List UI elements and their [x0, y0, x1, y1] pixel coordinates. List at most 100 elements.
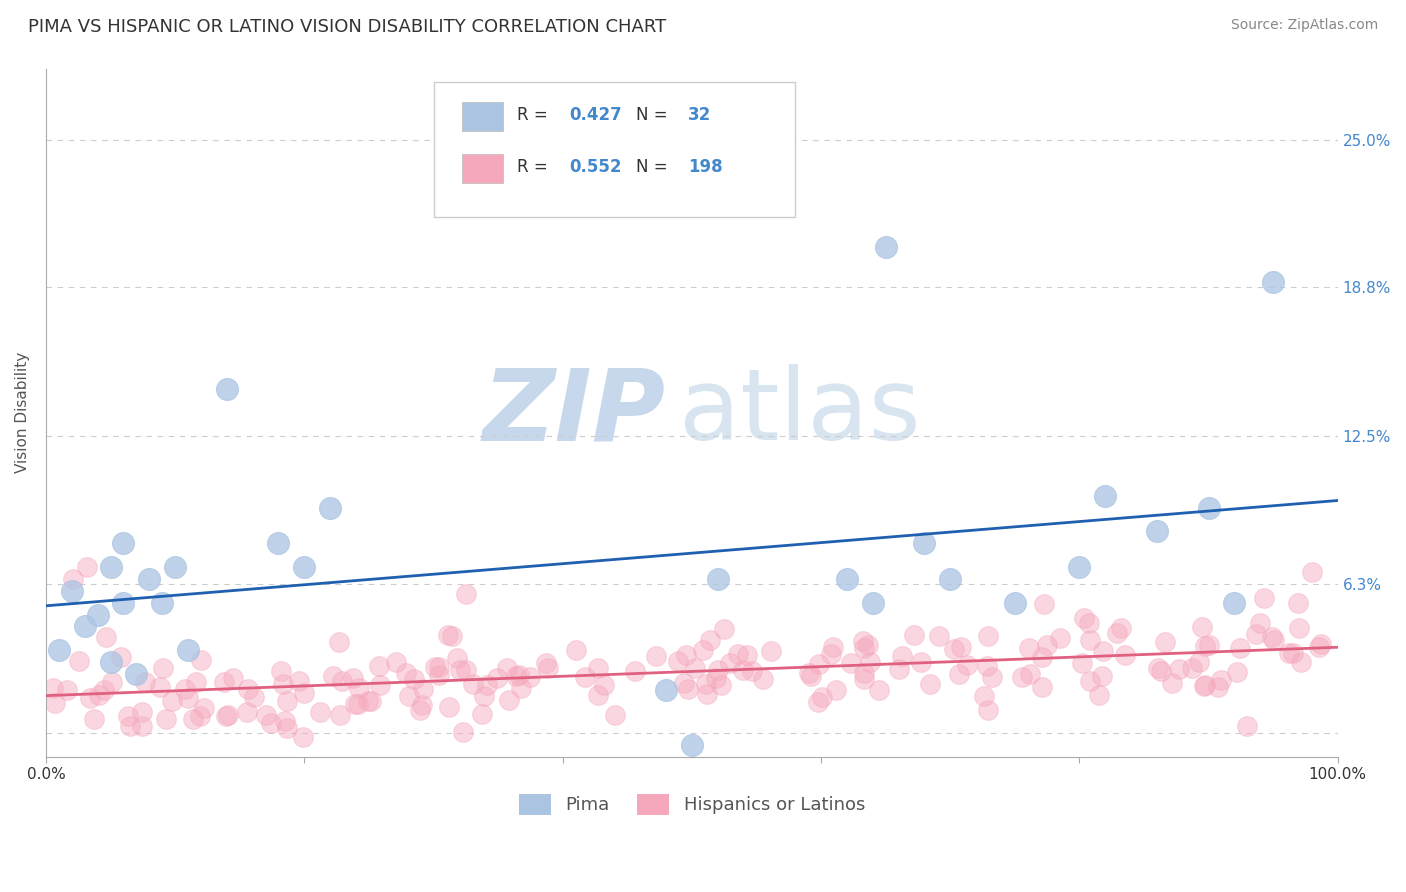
Point [112, 596, 135, 610]
Point [330, 673, 353, 688]
Point [1244, 627, 1267, 641]
Point [807, 695, 830, 709]
Point [1226, 665, 1249, 680]
Point [441, 629, 464, 643]
Point [939, 572, 962, 586]
Text: Source: ZipAtlas.com: Source: ZipAtlas.com [1230, 18, 1378, 32]
Point [980, 670, 1002, 684]
Point [537, 661, 560, 675]
Point [1091, 644, 1114, 658]
Point [1194, 639, 1216, 653]
Point [177, 690, 200, 705]
Point [215, 382, 238, 396]
Point [1146, 524, 1168, 539]
Point [411, 698, 433, 713]
Point [243, 690, 266, 704]
Point [347, 681, 370, 695]
Text: atlas: atlas [679, 364, 921, 461]
Point [475, 678, 498, 692]
Point [741, 664, 763, 678]
Point [1011, 670, 1033, 684]
Point [79, 690, 101, 705]
Point [704, 671, 727, 685]
Point [853, 666, 876, 681]
Point [976, 659, 998, 673]
Point [177, 643, 200, 657]
Point [1069, 560, 1091, 574]
Point [1253, 591, 1275, 606]
Point [949, 640, 972, 654]
Point [685, 660, 707, 674]
Point [875, 239, 897, 253]
Point [675, 648, 697, 662]
Point [212, 674, 235, 689]
Point [1263, 633, 1285, 648]
Point [1208, 680, 1230, 694]
Point [181, 712, 204, 726]
Point [1018, 666, 1040, 681]
Point [1105, 626, 1128, 640]
Point [928, 629, 950, 643]
Point [1263, 275, 1285, 289]
Point [811, 690, 834, 705]
Text: 32: 32 [688, 106, 711, 124]
Point [672, 676, 695, 690]
Point [1111, 621, 1133, 635]
Point [217, 707, 239, 722]
Point [291, 731, 314, 745]
Text: R =: R = [517, 106, 554, 124]
Point [943, 642, 966, 657]
Point [1188, 655, 1211, 669]
Point [1291, 655, 1313, 669]
Point [799, 665, 821, 680]
Point [395, 666, 418, 681]
Point [1209, 673, 1232, 688]
Point [150, 596, 173, 610]
Point [508, 668, 530, 682]
Point [696, 687, 718, 701]
Point [1004, 596, 1026, 610]
Point [449, 663, 471, 677]
Point [463, 677, 485, 691]
Point [1071, 656, 1094, 670]
Point [692, 643, 714, 657]
Point [48, 643, 70, 657]
Point [977, 702, 1000, 716]
Point [588, 688, 610, 702]
Point [973, 689, 995, 703]
Point [93, 682, 115, 697]
Point [1088, 688, 1111, 702]
Point [472, 689, 495, 703]
Point [1278, 646, 1301, 660]
Point [73, 619, 96, 633]
Point [62, 572, 84, 586]
Point [260, 716, 283, 731]
Point [1073, 611, 1095, 625]
Point [292, 685, 315, 699]
Point [347, 697, 370, 711]
Point [510, 681, 533, 695]
Point [839, 656, 862, 670]
Point [1031, 681, 1053, 695]
Point [1031, 650, 1053, 665]
Point [276, 694, 298, 708]
Point [360, 694, 382, 708]
Point [83, 712, 105, 726]
Legend: Pima, Hispanics or Latinos: Pima, Hispanics or Latinos [509, 785, 875, 823]
Point [138, 572, 160, 586]
Point [727, 647, 749, 661]
Point [1168, 662, 1191, 676]
FancyBboxPatch shape [463, 103, 503, 131]
Point [184, 674, 207, 689]
Point [101, 675, 124, 690]
Point [574, 670, 596, 684]
Point [131, 719, 153, 733]
Point [87, 688, 110, 702]
Point [471, 707, 494, 722]
Point [1154, 635, 1177, 649]
Point [820, 647, 842, 661]
Point [254, 708, 277, 723]
Text: 198: 198 [688, 158, 723, 176]
Point [215, 708, 238, 723]
Point [1094, 489, 1116, 503]
